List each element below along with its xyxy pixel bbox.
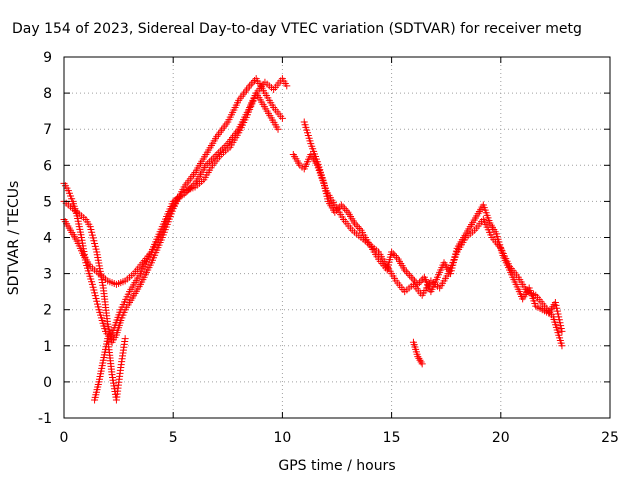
data-point (337, 201, 345, 209)
data-point (401, 266, 409, 274)
data-point (246, 82, 254, 90)
x-tick-label: 0 (60, 430, 69, 446)
data-point (247, 80, 255, 88)
x-tick-label: 15 (383, 430, 401, 446)
data-point (416, 356, 424, 364)
ticks-layer: 0 5 10 15 20 25 -1 0 1 2 3 4 5 6 7 8 9 (38, 50, 619, 446)
data-point (352, 221, 360, 229)
data-point (415, 279, 423, 287)
data-point (350, 219, 358, 227)
data-point (558, 342, 566, 350)
data-point (418, 360, 426, 368)
y-axis-label: SDTVAR / TECUs (6, 181, 22, 296)
data-point (342, 206, 350, 214)
y-tick-label: 5 (43, 194, 52, 210)
data-point (391, 252, 399, 260)
data-point (206, 158, 214, 166)
y-tick-label: 2 (43, 303, 52, 319)
data-point (556, 319, 564, 327)
data-point (557, 322, 565, 330)
data-point (407, 273, 415, 281)
data-point (278, 114, 286, 122)
y-tick-label: 3 (43, 267, 52, 283)
data-point (393, 253, 401, 261)
data-point (406, 271, 414, 279)
data-point (414, 353, 422, 361)
data-point (409, 275, 417, 283)
data-point (389, 250, 397, 258)
data-point (552, 301, 560, 309)
data-point (249, 78, 257, 86)
data-point (411, 277, 419, 285)
data-point (417, 277, 425, 285)
data-point (404, 270, 412, 278)
x-tick-label: 5 (169, 430, 178, 446)
data-point (283, 82, 291, 90)
x-tick-label: 20 (492, 430, 510, 446)
y-tick-label: 0 (43, 375, 52, 391)
data-point (553, 307, 561, 315)
data-point (417, 358, 425, 366)
data-point (341, 205, 349, 213)
data-point (274, 125, 282, 133)
y-tick-label: 8 (43, 86, 52, 102)
data-point (354, 223, 362, 231)
data-point (553, 304, 561, 312)
x-axis-label: GPS time / hours (278, 458, 395, 474)
y-tick-label: 9 (43, 50, 52, 66)
marks-layer (60, 75, 566, 404)
data-point (402, 268, 410, 276)
y-tick-label: 4 (43, 231, 52, 247)
data-point (415, 354, 423, 362)
data-point (558, 327, 566, 335)
grid-layer (64, 57, 610, 418)
data-point (339, 203, 347, 211)
chart-title: Day 154 of 2023, Sidereal Day-to-day VTE… (12, 21, 582, 37)
data-point (388, 248, 396, 256)
data-point (251, 76, 259, 84)
data-point (551, 298, 559, 306)
data-point (557, 324, 565, 332)
y-tick-label: -1 (38, 411, 52, 427)
x-tick-label: 10 (273, 430, 291, 446)
data-point (204, 159, 212, 167)
data-point (355, 224, 363, 232)
y-tick-label: 7 (43, 122, 52, 138)
data-point (202, 161, 210, 169)
data-point (207, 156, 215, 164)
data-point (554, 310, 562, 318)
y-tick-label: 1 (43, 339, 52, 355)
data-point (121, 335, 129, 343)
y-tick-label: 6 (43, 158, 52, 174)
x-tick-label: 25 (601, 430, 619, 446)
